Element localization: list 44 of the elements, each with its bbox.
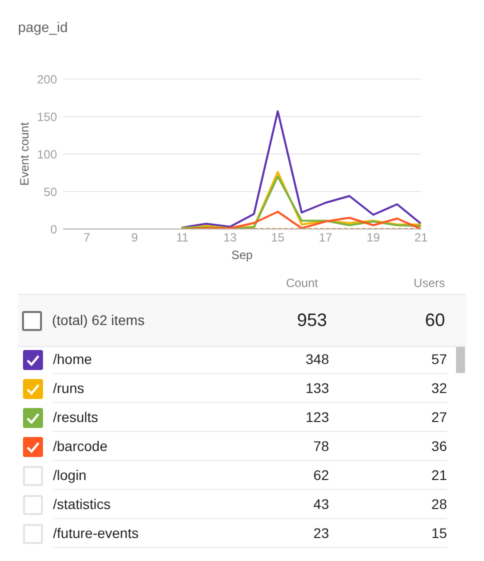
x-tick-label: 13 — [223, 230, 238, 245]
data-label: 133 — [306, 380, 329, 397]
y-tick-label: 100 — [36, 147, 58, 162]
text: Users — [414, 276, 445, 290]
y-tick-label: 0 — [50, 222, 58, 236]
data-label: 32 — [431, 380, 447, 397]
data-label: 953 — [296, 310, 327, 331]
x-axis-title: Sep — [231, 248, 253, 262]
category-label: /statistics — [53, 496, 111, 513]
category-label: /results — [53, 409, 98, 426]
x-tick-label: 15 — [271, 230, 285, 245]
line-series — [181, 110, 421, 228]
x-tick-label: 19 — [366, 230, 380, 245]
data-label: 23 — [313, 525, 329, 542]
category-label: /barcode — [53, 438, 108, 455]
category-label: /home — [53, 351, 92, 368]
x-tick-label: 17 — [318, 230, 333, 245]
y-axis-title: Event count — [17, 122, 32, 186]
y-tick-label: 50 — [44, 184, 58, 199]
series-label: Count — [286, 276, 318, 290]
chart-title: page_id — [18, 19, 68, 35]
data-label: 36 — [431, 438, 447, 455]
category-label: /login — [53, 467, 86, 484]
x-tick-label: 11 — [176, 230, 189, 245]
category-label: /runs — [53, 380, 84, 397]
data-label: 15 — [431, 525, 447, 542]
line-series — [181, 210, 421, 229]
data-label: 348 — [306, 351, 329, 368]
data-label: 78 — [313, 438, 329, 455]
y-tick-label: 200 — [36, 72, 58, 86]
data-label: 57 — [431, 351, 447, 368]
data-label: 62 — [313, 467, 329, 484]
category-label: /future-events — [53, 525, 139, 542]
data-label: 60 — [424, 310, 445, 331]
data-label: 21 — [431, 467, 447, 484]
x-tick-label: 21 — [414, 230, 428, 245]
data-label: 123 — [306, 409, 329, 426]
data-label: 28 — [431, 496, 447, 513]
data-label: 27 — [431, 409, 447, 426]
x-tick-label: 9 — [131, 230, 138, 245]
category-label: (total) 62 items — [52, 312, 145, 329]
data-label: 43 — [313, 496, 329, 513]
x-tick-label: 7 — [84, 230, 91, 245]
y-tick-label: 150 — [36, 110, 58, 124]
